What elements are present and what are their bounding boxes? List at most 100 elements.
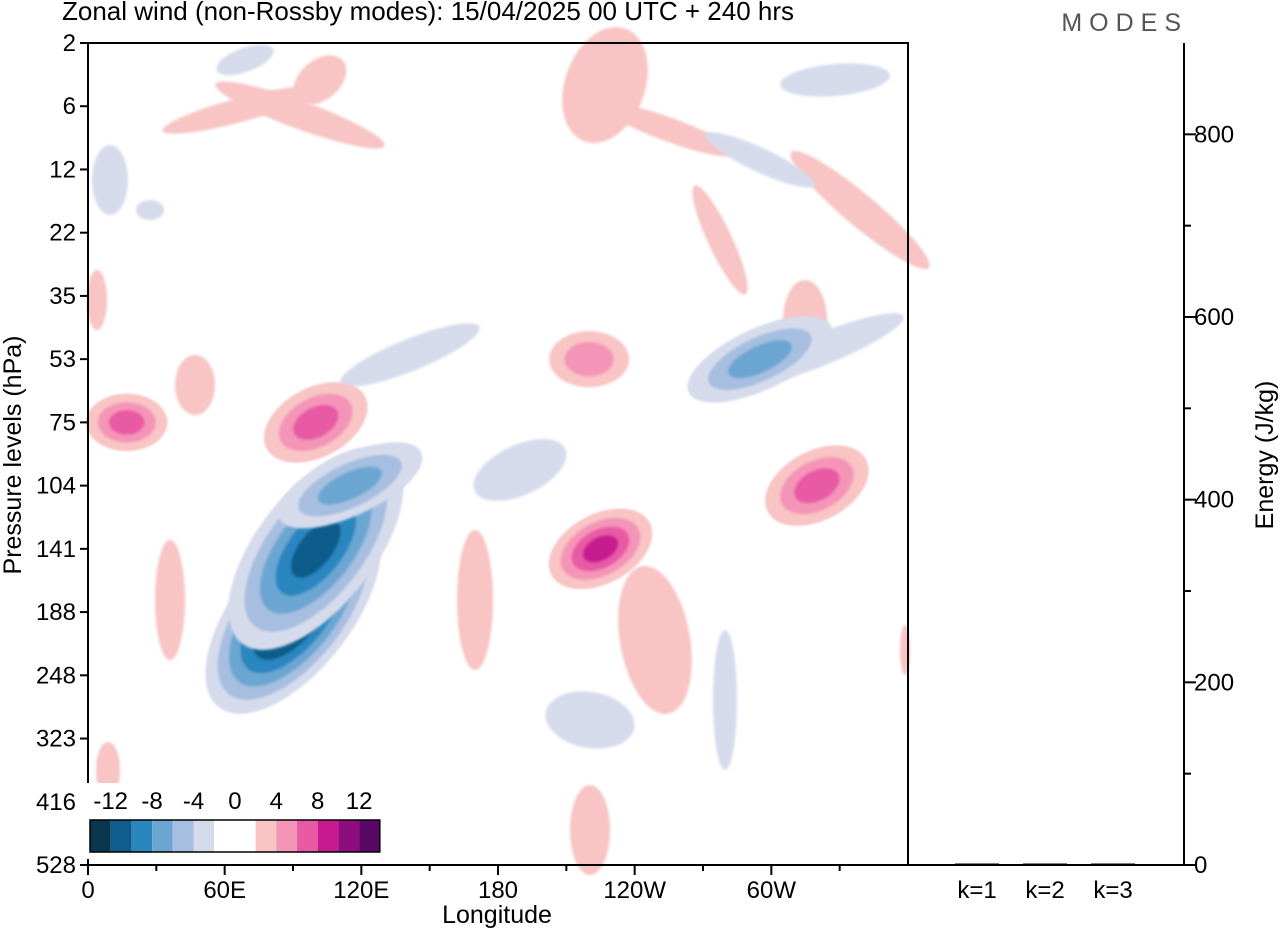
y-tick-label: 188 (36, 599, 76, 626)
colorbar-swatch (359, 820, 380, 852)
y-tick-label: 416 (36, 789, 76, 816)
colorbar-swatch (152, 820, 173, 852)
wind-field (86, 26, 930, 875)
colorbar-swatch (234, 820, 256, 852)
x-tick-label: 180 (478, 877, 518, 904)
contour-band (692, 185, 748, 295)
y-tick-label: 75 (49, 409, 76, 436)
y-tick-label: 12 (49, 156, 76, 183)
colorbar-label: 0 (228, 788, 241, 815)
wind-anomaly-core (86, 394, 167, 451)
contour-band (290, 519, 341, 578)
colorbar-swatch (131, 820, 153, 852)
x-axis-label: Longitude (442, 901, 552, 929)
energy-tick-label: 600 (1194, 304, 1234, 331)
weak-contour (618, 565, 692, 715)
colorbar-swatch (297, 820, 318, 852)
colorbar-label: -12 (93, 788, 128, 815)
weak-contour (216, 44, 274, 76)
weak-contour (604, 103, 736, 157)
contour-band (562, 26, 648, 144)
wind-anomaly-core (765, 446, 869, 526)
x-tick-label: 120E (333, 877, 389, 904)
figure-title: Zonal wind (non-Rossby modes): 15/04/202… (62, 0, 794, 26)
weak-contour (136, 200, 164, 220)
contour-band (713, 630, 737, 770)
weak-contour (175, 355, 215, 415)
colorbar-swatch (110, 820, 132, 852)
colorbar-swatch (255, 820, 277, 852)
weak-contour (705, 132, 815, 188)
weak-contour (155, 540, 185, 660)
weak-contour (790, 150, 930, 270)
colorbar-swatch (338, 820, 360, 852)
weak-contour (340, 323, 480, 387)
colorbar-swatch (317, 820, 339, 852)
contour-band (790, 150, 930, 270)
weak-contour (293, 55, 347, 105)
contour-band (108, 409, 145, 435)
weak-contour (692, 185, 748, 295)
colorbar-label: 8 (311, 788, 324, 815)
contour-band (794, 468, 840, 504)
weak-contour (457, 530, 493, 670)
contour-band (293, 404, 339, 440)
colorbar-frame (89, 819, 381, 853)
contour-band (175, 355, 215, 415)
weak-contour (545, 691, 635, 749)
contour-band (162, 86, 318, 134)
energy-bar (1091, 863, 1135, 865)
heatmap-axes: 0 60E 120E 180 120W 60W 2 6 12 22 35 53 75 104 141 188 2… (36, 30, 841, 904)
weak-contour (713, 630, 737, 770)
energy-bars: k=1 k=2 k=3 (955, 863, 1135, 904)
energy-bar (1023, 863, 1067, 865)
contour-band (618, 565, 692, 715)
contour-band (604, 103, 736, 157)
energy-category-label: k=3 (1093, 877, 1132, 904)
colorbar-label: 4 (270, 788, 283, 815)
y-tick-label: 2 (63, 30, 76, 57)
contour-band (457, 530, 493, 670)
wind-anomaly (549, 331, 630, 388)
weak-contour (92, 145, 128, 215)
colorbar-label: 12 (346, 788, 373, 815)
contour-band (216, 44, 274, 76)
contour-band (780, 63, 890, 97)
y-tick-label: 53 (49, 346, 76, 373)
y-tick-label: 6 (63, 93, 76, 120)
x-tick-label: 60E (203, 877, 246, 904)
y-axis-label: Pressure levels (hPa) (0, 336, 27, 575)
modes-logo: MODES (1061, 9, 1188, 37)
energy-bar-panel: 0 200 400 600 800 k=1 k=2 k=3 (908, 43, 1234, 904)
weak-contour (562, 26, 648, 144)
colorbar-swatch (276, 820, 297, 852)
weak-contour (780, 63, 890, 97)
weak-contour (570, 785, 610, 875)
contour-band (727, 340, 792, 379)
energy-axis-label: Energy (J/kg) (1251, 381, 1279, 530)
colorbar-swatch (90, 820, 111, 852)
contour-band (705, 132, 815, 188)
contour-band (293, 55, 347, 105)
contour-band (564, 341, 614, 377)
contour-band (155, 540, 185, 660)
energy-tick-label: 0 (1194, 852, 1207, 879)
colorbar-label: -4 (183, 788, 204, 815)
x-tick-label: 0 (81, 877, 94, 904)
energy-tick-label: 200 (1194, 669, 1234, 696)
y-tick-label: 22 (49, 220, 76, 247)
y-tick-label: 528 (36, 852, 76, 879)
wind-anomaly-core (688, 316, 832, 402)
contour-band (340, 323, 480, 387)
colorbar-swatch (214, 820, 235, 852)
weak-contour (162, 86, 318, 134)
colorbar-swatch (172, 820, 194, 852)
contour-band (473, 439, 567, 501)
contour-band (136, 200, 164, 220)
contour-band (87, 270, 107, 330)
contour-band (582, 535, 619, 563)
colorbar-legend: -12 -8 -4 0 4 8 12 (80, 783, 390, 859)
contour-band (545, 691, 635, 749)
